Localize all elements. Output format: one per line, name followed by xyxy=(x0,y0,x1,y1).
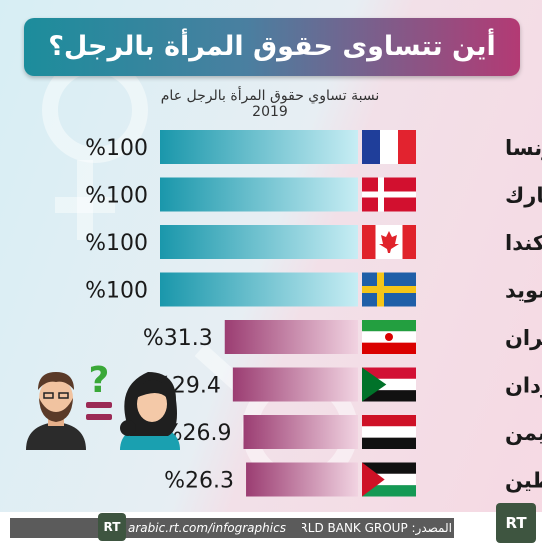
equals-icon xyxy=(86,402,112,408)
question-mark-icon: ? xyxy=(89,360,110,401)
woman-icon xyxy=(120,372,180,450)
bar-3 xyxy=(160,225,358,259)
chart-subtitle: نسبة تساوي حقوق المرأة بالرجل عام 2019 xyxy=(160,88,380,120)
man-icon xyxy=(26,372,86,450)
sudan-flag-icon xyxy=(362,367,416,402)
country-label-7: اليمن xyxy=(505,421,542,445)
bar-2 xyxy=(160,177,358,212)
website-link[interactable]: arabic.rt.com/infographics xyxy=(128,521,286,535)
bar-8 xyxy=(246,462,358,497)
source-credit: المصدر: WORLD BANK GROUP xyxy=(302,521,452,535)
value-label-5: %31.3 xyxy=(143,326,213,351)
value-label-1: %100 xyxy=(85,136,148,161)
country-label-6: السودان xyxy=(505,374,542,398)
country-label-1: فرنسا xyxy=(505,136,542,160)
yemen-flag-icon xyxy=(362,415,416,449)
rt-logo-small: RT xyxy=(98,513,126,541)
value-label-2: %100 xyxy=(85,184,148,209)
country-label-2: الدنمارك xyxy=(505,184,542,208)
country-label-3: كندا xyxy=(505,231,542,255)
equality-illustration: ? xyxy=(26,360,180,450)
palestine-flag-icon xyxy=(362,462,416,497)
iran-flag-icon xyxy=(362,320,416,354)
title-banner: أين تتساوى حقوق المرأة بالرجل؟ xyxy=(24,18,520,76)
value-label-4: %100 xyxy=(85,279,148,304)
bar-5 xyxy=(224,320,358,354)
denmark-flag-icon xyxy=(362,177,416,212)
rt-logo-large: RT xyxy=(496,503,536,543)
value-label-8: %26.3 xyxy=(164,469,234,494)
canada-flag-icon xyxy=(362,225,416,259)
france-flag-icon xyxy=(362,130,416,164)
bar-6 xyxy=(232,367,358,402)
country-label-5: إيران xyxy=(505,326,542,350)
sweden-flag-icon xyxy=(362,272,416,307)
country-label-8: فلسطين xyxy=(505,469,542,493)
bar-1 xyxy=(160,130,358,164)
country-label-4: السويد xyxy=(505,279,542,303)
page-title: أين تتساوى حقوق المرأة بالرجل؟ xyxy=(48,31,496,62)
value-label-3: %100 xyxy=(85,231,148,256)
bar-4 xyxy=(160,272,358,307)
bar-7 xyxy=(243,415,358,449)
